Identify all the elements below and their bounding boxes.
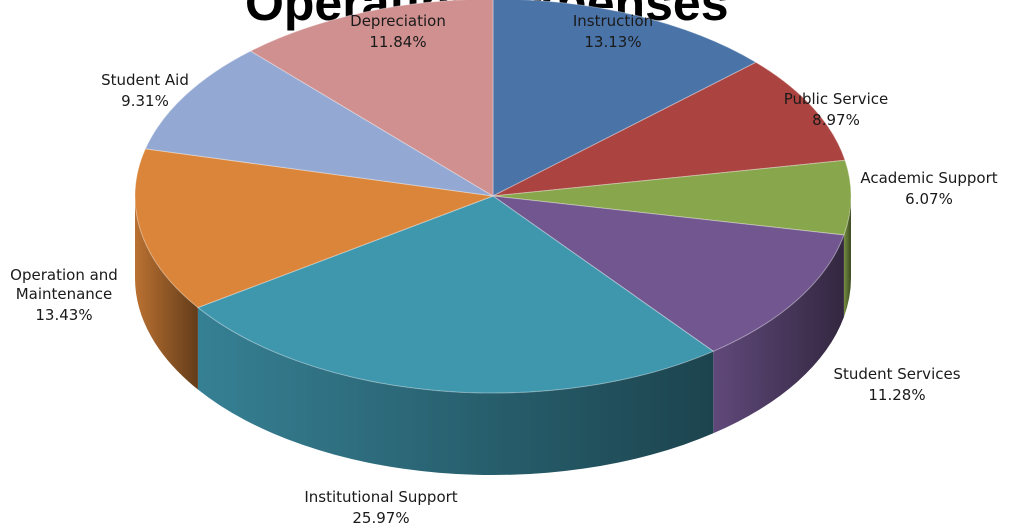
label-name-depreciation: Depreciation bbox=[350, 12, 446, 30]
slice-side-operation-and-maintenance bbox=[135, 196, 198, 390]
slice-instruction bbox=[492, 0, 757, 197]
label-value-academic-support: 6.07% bbox=[905, 190, 953, 208]
label-public-service: Public Service 8.97% bbox=[784, 90, 889, 129]
label-depreciation: Depreciation 11.84% bbox=[350, 12, 446, 51]
label-name-operation-and-maintenance: Maintenance bbox=[16, 285, 113, 303]
label-value-public-service: 8.97% bbox=[812, 111, 860, 129]
slice-depreciation bbox=[249, 0, 494, 197]
label-name-academic-support: Academic Support bbox=[860, 169, 997, 187]
label-student-aid: Student Aid 9.31% bbox=[101, 71, 189, 110]
slice-institutional-support bbox=[196, 195, 715, 394]
slice-side-student-services bbox=[713, 234, 844, 434]
label-name-student-aid: Student Aid bbox=[101, 71, 189, 89]
label-institutional-support: Institutional Support 25.97% bbox=[304, 488, 457, 527]
slice-public-service bbox=[492, 61, 846, 197]
label-value-operation-and-maintenance: 13.43% bbox=[35, 306, 92, 324]
pie-side-walls bbox=[135, 196, 851, 475]
label-value-instruction: 13.13% bbox=[584, 33, 641, 51]
slice-operation-and-maintenance bbox=[134, 148, 494, 309]
slice-labels: Instruction 13.13% Public Service 8.97% Acad… bbox=[10, 12, 998, 527]
label-academic-support: Academic Support 6.07% bbox=[860, 169, 997, 208]
label-value-student-aid: 9.31% bbox=[121, 92, 169, 110]
slice-academic-support bbox=[492, 159, 852, 236]
label-instruction: Instruction 13.13% bbox=[573, 12, 653, 51]
slice-student-aid bbox=[144, 50, 494, 197]
pie-top-faces bbox=[134, 0, 852, 394]
slice-side-institutional-support bbox=[197, 307, 714, 475]
label-name-instruction: Instruction bbox=[573, 12, 653, 30]
label-name-student-services: Student Services bbox=[833, 365, 960, 383]
label-name-institutional-support: Institutional Support bbox=[304, 488, 457, 506]
label-name-public-service: Public Service bbox=[784, 90, 889, 108]
label-value-institutional-support: 25.97% bbox=[352, 509, 409, 527]
label-value-depreciation: 11.84% bbox=[369, 33, 426, 51]
label-name-operation-and-maintenance: Operation and bbox=[10, 266, 118, 284]
label-value-student-services: 11.28% bbox=[868, 386, 925, 404]
label-student-services: Student Services 11.28% bbox=[833, 365, 960, 404]
slice-side-academic-support bbox=[843, 196, 851, 317]
slice-student-services bbox=[492, 195, 845, 352]
